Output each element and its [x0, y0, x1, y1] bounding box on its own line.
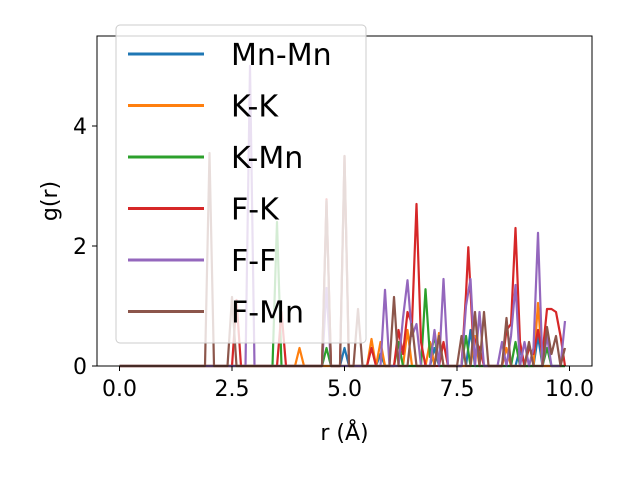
y-axis: 0 2 4 — [73, 115, 97, 380]
legend-label: K-Mn — [231, 141, 303, 176]
legend-label: Mn-Mn — [231, 38, 332, 73]
y-tick-label: 0 — [73, 355, 87, 380]
y-tick-label: 2 — [73, 235, 87, 260]
legend-label: F-Mn — [231, 296, 304, 331]
y-axis-label: g(r) — [38, 181, 63, 221]
x-tick-label: 2.5 — [215, 377, 250, 402]
legend-label: K-K — [231, 90, 279, 125]
legend-label: F-F — [231, 244, 276, 279]
x-axis: 0.0 2.5 5.0 7.5 10.0 — [102, 366, 594, 402]
y-tick-label: 4 — [73, 115, 87, 140]
x-axis-label: r (Å) — [320, 419, 368, 446]
legend-label: F-K — [231, 193, 280, 228]
legend: Mn-Mn K-K K-Mn F-K F-F F-Mn — [115, 24, 367, 344]
x-tick-label: 0.0 — [102, 377, 137, 402]
x-tick-label: 10.0 — [545, 377, 594, 402]
x-tick-label: 7.5 — [440, 377, 475, 402]
x-tick-label: 5.0 — [327, 377, 362, 402]
